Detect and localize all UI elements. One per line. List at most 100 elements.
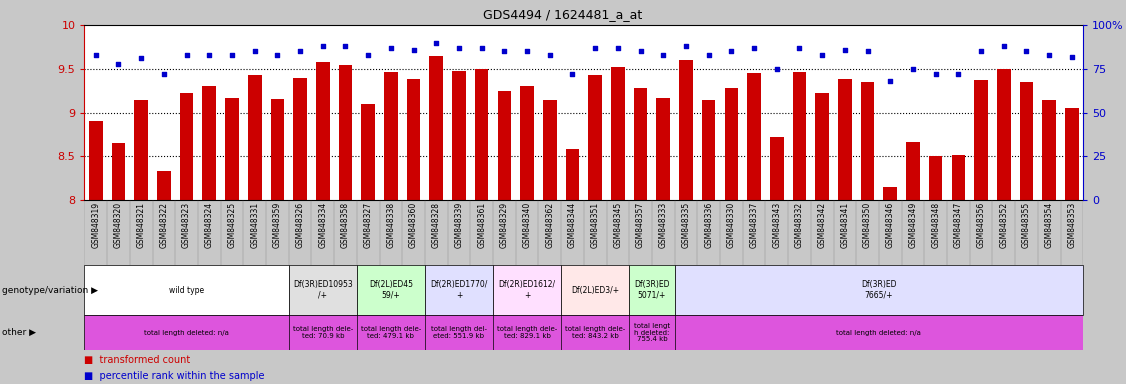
Point xyxy=(495,48,513,55)
Text: GSM848339: GSM848339 xyxy=(455,202,464,248)
Bar xyxy=(770,137,784,200)
Point xyxy=(994,43,1012,49)
Text: GSM848351: GSM848351 xyxy=(591,202,600,248)
Text: Df(2L)ED3/+: Df(2L)ED3/+ xyxy=(571,286,619,295)
Bar xyxy=(724,88,739,200)
Bar xyxy=(453,71,466,200)
Bar xyxy=(111,143,125,200)
Point xyxy=(563,71,581,77)
Bar xyxy=(974,80,988,200)
Point xyxy=(200,52,218,58)
Point xyxy=(473,45,491,51)
Text: total length deleted: n/a: total length deleted: n/a xyxy=(144,329,229,336)
Text: GSM848342: GSM848342 xyxy=(817,202,826,248)
Point xyxy=(835,46,854,53)
Text: GSM848327: GSM848327 xyxy=(364,202,373,248)
Point xyxy=(404,46,422,53)
Bar xyxy=(589,75,602,200)
Bar xyxy=(316,62,330,200)
Point xyxy=(632,48,650,55)
Bar xyxy=(520,86,534,200)
Bar xyxy=(475,69,489,200)
Bar xyxy=(997,69,1010,200)
Point xyxy=(268,52,286,58)
Bar xyxy=(793,73,806,200)
Text: Df(2R)ED1770/
+: Df(2R)ED1770/ + xyxy=(430,280,488,300)
Bar xyxy=(929,156,942,200)
Bar xyxy=(701,99,715,200)
Point xyxy=(609,45,627,51)
Point xyxy=(790,45,808,51)
Point xyxy=(1040,52,1058,58)
Bar xyxy=(248,75,261,200)
Bar xyxy=(561,265,629,315)
Text: GSM848335: GSM848335 xyxy=(681,202,690,248)
Text: total length dele-
ted: 70.9 kb: total length dele- ted: 70.9 kb xyxy=(293,326,352,339)
Text: GSM848346: GSM848346 xyxy=(886,202,895,248)
Point xyxy=(132,55,150,61)
Text: wild type: wild type xyxy=(169,286,204,295)
Text: GSM848348: GSM848348 xyxy=(931,202,940,248)
Text: Df(3R)ED10953
/+: Df(3R)ED10953 /+ xyxy=(293,280,352,300)
Bar xyxy=(565,149,579,200)
Bar xyxy=(815,93,829,200)
Bar xyxy=(498,91,511,200)
Point xyxy=(109,61,127,67)
Text: GSM848323: GSM848323 xyxy=(182,202,191,248)
Point xyxy=(450,45,468,51)
Point xyxy=(654,52,672,58)
Text: GSM848334: GSM848334 xyxy=(319,202,328,248)
Text: GSM848324: GSM848324 xyxy=(205,202,214,248)
Text: GSM848360: GSM848360 xyxy=(409,202,418,248)
Point xyxy=(540,52,558,58)
Point xyxy=(518,48,536,55)
Bar xyxy=(134,99,148,200)
Bar xyxy=(951,155,965,200)
Point xyxy=(155,71,173,77)
Point xyxy=(1018,48,1036,55)
Text: total length dele-
ted: 843.2 kb: total length dele- ted: 843.2 kb xyxy=(565,326,625,339)
Text: GSM848358: GSM848358 xyxy=(341,202,350,248)
Text: GSM848349: GSM848349 xyxy=(909,202,918,248)
Bar xyxy=(89,121,102,200)
Point xyxy=(1063,54,1081,60)
Bar xyxy=(270,99,284,200)
Text: GSM848357: GSM848357 xyxy=(636,202,645,248)
Text: GSM848359: GSM848359 xyxy=(272,202,282,248)
Text: GSM848352: GSM848352 xyxy=(999,202,1008,248)
Point xyxy=(359,52,377,58)
Bar xyxy=(1020,82,1034,200)
Text: GSM848320: GSM848320 xyxy=(114,202,123,248)
Text: GSM848336: GSM848336 xyxy=(704,202,713,248)
Text: GSM848332: GSM848332 xyxy=(795,202,804,248)
Text: total length dele-
ted: 479.1 kb: total length dele- ted: 479.1 kb xyxy=(360,326,421,339)
Text: GSM848321: GSM848321 xyxy=(136,202,145,248)
Point xyxy=(813,52,831,58)
Bar xyxy=(384,71,397,200)
Bar xyxy=(493,265,561,315)
Bar xyxy=(225,98,239,200)
Point xyxy=(245,48,263,55)
Bar xyxy=(429,56,444,200)
Text: Df(2R)ED1612/
+: Df(2R)ED1612/ + xyxy=(499,280,555,300)
Point xyxy=(677,43,695,49)
Text: GSM848356: GSM848356 xyxy=(976,202,985,248)
Bar xyxy=(656,98,670,200)
Text: GSM848350: GSM848350 xyxy=(863,202,872,248)
Text: GSM848328: GSM848328 xyxy=(431,202,440,248)
Text: GDS4494 / 1624481_a_at: GDS4494 / 1624481_a_at xyxy=(483,8,643,22)
Bar xyxy=(158,171,171,200)
Point xyxy=(382,45,400,51)
Text: Df(3R)ED
7665/+: Df(3R)ED 7665/+ xyxy=(861,280,896,300)
Bar xyxy=(543,99,556,200)
Point xyxy=(87,52,105,58)
Text: GSM848329: GSM848329 xyxy=(500,202,509,248)
Point xyxy=(314,43,332,49)
Bar xyxy=(288,265,357,315)
Bar xyxy=(748,73,761,200)
Bar xyxy=(906,142,920,200)
Text: ■  transformed count: ■ transformed count xyxy=(84,354,190,364)
Bar xyxy=(629,265,674,315)
Point xyxy=(904,66,922,72)
Bar xyxy=(425,265,493,315)
